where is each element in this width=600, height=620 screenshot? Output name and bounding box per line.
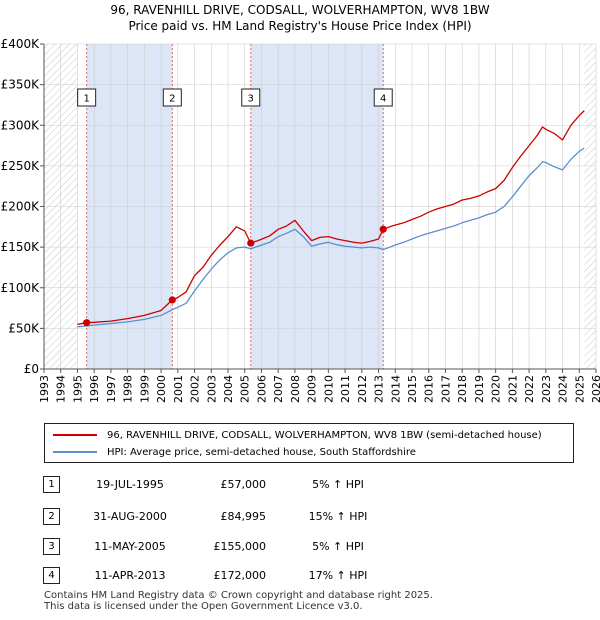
sale-number-badge: 3 <box>43 538 60 555</box>
x-tick-label: 2018 <box>456 375 469 403</box>
y-tick-label: £50K <box>8 321 40 335</box>
sale-price: £155,000 <box>213 540 267 553</box>
sale-marker <box>379 225 387 233</box>
sale-label-frame <box>373 88 393 107</box>
legend: 96, RAVENHILL DRIVE, CODSALL, WOLVERHAMP… <box>44 423 574 463</box>
property-price-line <box>77 110 585 325</box>
sale-label-frame <box>77 88 97 107</box>
sale-hpi-change: 5% ↑ HPI <box>312 478 364 491</box>
x-tick-label: 2014 <box>389 375 402 403</box>
sale-hpi-change: 5% ↑ HPI <box>312 540 364 553</box>
footer-licence: This data is licensed under the Open Gov… <box>44 601 363 612</box>
sale-date: 19-JUL-1995 <box>96 478 164 491</box>
x-tick-label: 2025 <box>573 375 586 403</box>
x-tick-label: 2004 <box>222 375 235 403</box>
legend-item-hpi: HPI: Average price, semi-detached house,… <box>53 444 416 460</box>
sale-date: 11-MAY-2005 <box>94 540 166 553</box>
sale-marker <box>247 239 255 247</box>
footer-copyright: Contains HM Land Registry data © Crown c… <box>44 590 433 601</box>
y-tick-label: £350K <box>1 78 41 92</box>
x-tick-label: 2022 <box>523 375 536 403</box>
sale-label-number: 4 <box>380 94 386 105</box>
price-chart: 1 2 3 4 £0 £50K £100K £150K £200K £250K £300K £350… <box>1 37 600 403</box>
y-tick-label: £100K <box>1 281 41 295</box>
sale-label-frame <box>241 88 261 107</box>
sale-marker <box>168 296 176 304</box>
sale-label-box: 2 <box>162 88 182 107</box>
sale-label-number: 1 <box>83 94 89 105</box>
sale-date: 11-APR-2013 <box>94 569 166 582</box>
hpi-line <box>77 147 585 328</box>
x-tick-label: 2021 <box>506 375 519 403</box>
sale-label-box: 3 <box>241 88 261 107</box>
x-tick-label: 2005 <box>239 375 252 403</box>
x-tick-label: 2009 <box>306 375 319 403</box>
y-tick-label: £400K <box>1 37 41 51</box>
x-tick-label: 2007 <box>272 375 285 403</box>
x-tick-label: 1994 <box>55 375 68 403</box>
x-tick-label: 2011 <box>339 375 352 403</box>
x-tick-label: 1996 <box>88 375 101 403</box>
x-tick-label: 2003 <box>205 375 218 403</box>
x-tick-label: 2002 <box>189 375 202 403</box>
legend-item-property: 96, RAVENHILL DRIVE, CODSALL, WOLVERHAMP… <box>53 427 542 443</box>
legend-label-hpi: HPI: Average price, semi-detached house,… <box>107 446 416 458</box>
y-tick-label: £200K <box>1 200 41 214</box>
hpi-line-swatch <box>53 451 97 453</box>
y-tick-label: £250K <box>1 159 41 173</box>
sale-price: £172,000 <box>213 569 267 582</box>
sale-price: £84,995 <box>220 510 267 523</box>
x-tick-label: 2016 <box>423 375 436 403</box>
x-tick-label: 2013 <box>373 375 386 403</box>
property-line-swatch <box>53 434 97 436</box>
x-tick-label: 2000 <box>155 375 168 403</box>
x-tick-label: 2012 <box>356 375 369 403</box>
x-tick-label: 2017 <box>439 375 452 403</box>
x-tick-label: 2026 <box>590 375 600 403</box>
x-tick-label: 1997 <box>105 375 118 403</box>
x-tick-label: 2019 <box>473 375 486 403</box>
y-tick-label: £0 <box>24 362 39 376</box>
sale-label-box: 4 <box>373 88 393 107</box>
sale-number-badge: 4 <box>43 567 60 584</box>
x-tick-label: 2024 <box>557 375 570 403</box>
x-tick-label: 1999 <box>138 375 151 403</box>
x-tick-label: 1998 <box>122 375 135 403</box>
x-tick-label: 2020 <box>490 375 503 403</box>
sale-hpi-change: 17% ↑ HPI <box>308 569 368 582</box>
chart-subtitle: Price paid vs. HM Land Registry's House … <box>128 19 472 33</box>
legend-label-property: 96, RAVENHILL DRIVE, CODSALL, WOLVERHAMP… <box>107 429 542 441</box>
x-tick-label: 1993 <box>38 375 51 403</box>
y-tick-label: £300K <box>1 118 41 132</box>
sale-label-box: 1 <box>77 88 97 107</box>
sale-price: £57,000 <box>220 478 267 491</box>
x-tick-label: 2001 <box>172 375 185 403</box>
sale-label-number: 2 <box>169 94 175 105</box>
sale-date: 31-AUG-2000 <box>93 510 167 523</box>
sale-label-frame <box>162 88 182 107</box>
x-tick-label: 2006 <box>255 375 268 403</box>
x-tick-label: 1995 <box>71 375 84 403</box>
chart-title: 96, RAVENHILL DRIVE, CODSALL, WOLVERHAMP… <box>110 3 490 17</box>
sale-number-badge: 2 <box>43 508 60 525</box>
sale-marker <box>83 319 91 327</box>
y-tick-label: £150K <box>1 240 41 254</box>
sale-label-number: 3 <box>248 94 254 105</box>
x-tick-label: 2015 <box>406 375 419 403</box>
x-tick-label: 2008 <box>289 375 302 403</box>
x-tick-label: 2023 <box>540 375 553 403</box>
x-tick-label: 2010 <box>322 375 335 403</box>
sale-hpi-change: 15% ↑ HPI <box>308 510 368 523</box>
sale-number-badge: 1 <box>43 476 60 493</box>
